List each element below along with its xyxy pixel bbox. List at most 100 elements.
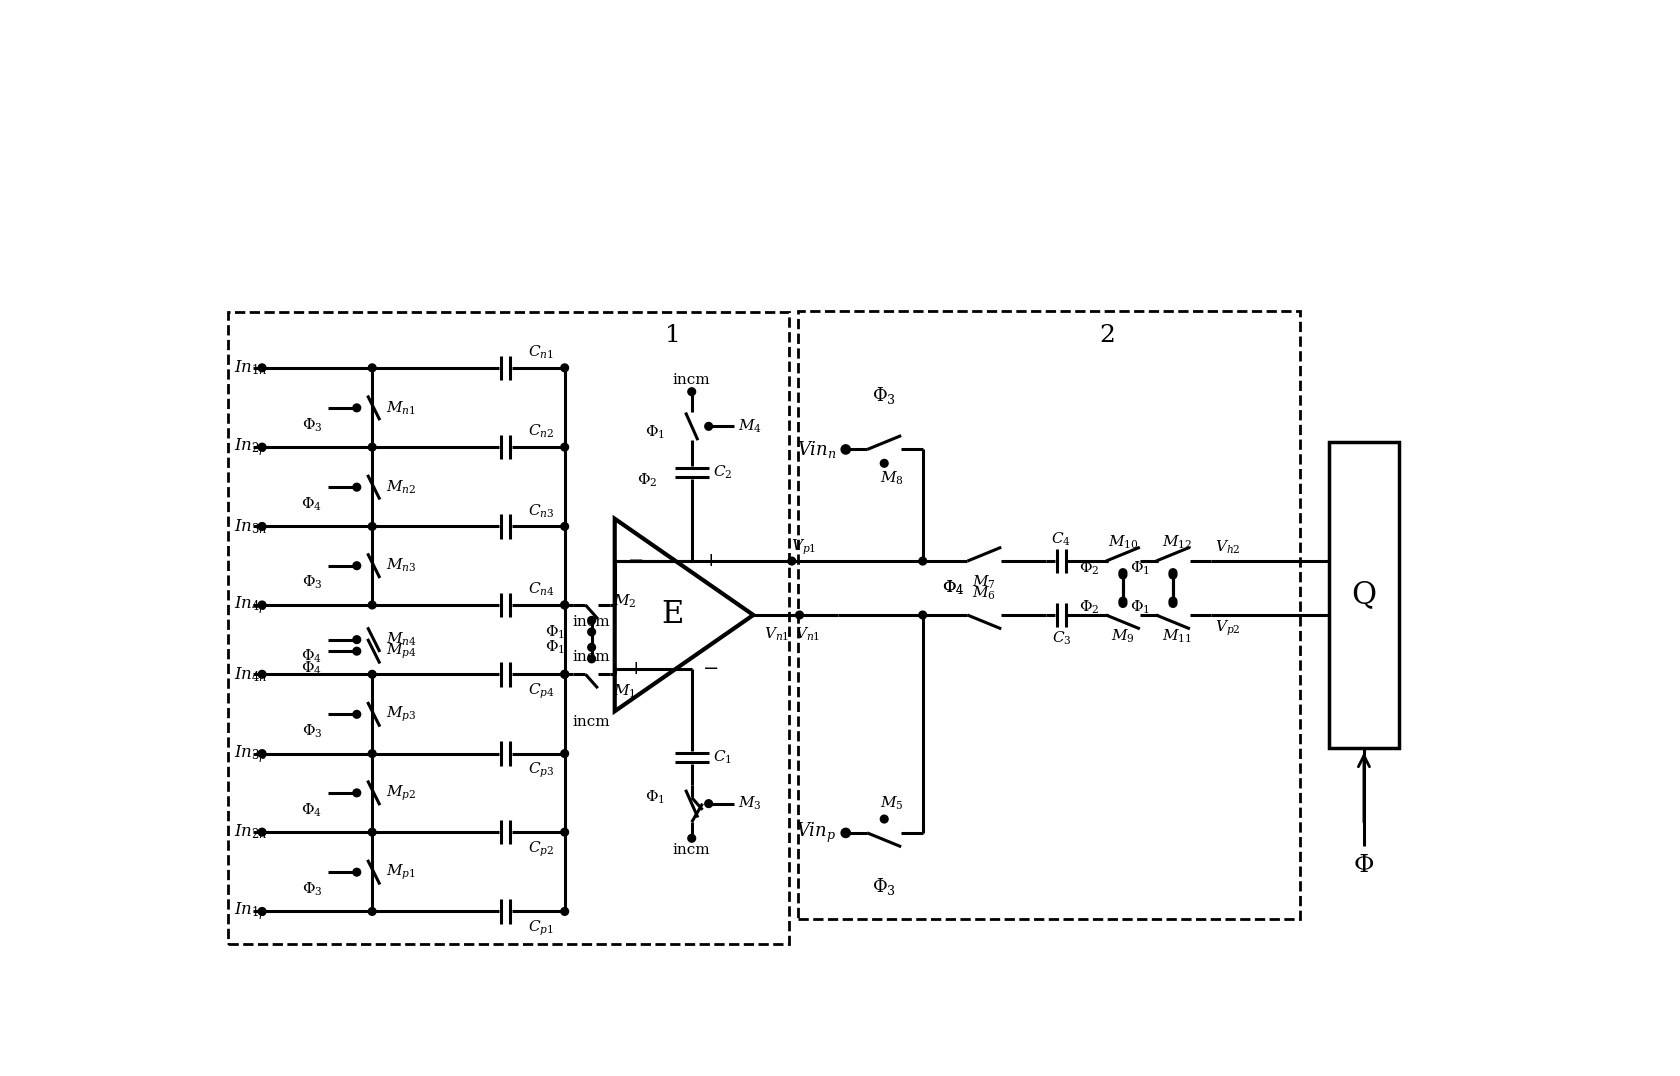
Circle shape <box>368 443 376 451</box>
Bar <box>228 312 788 944</box>
Text: $\Phi_4$: $\Phi_4$ <box>301 802 323 819</box>
Text: $In_{3p}$: $In_{3p}$ <box>234 742 267 765</box>
Circle shape <box>880 816 887 823</box>
Text: $\Phi_1$: $\Phi_1$ <box>544 623 564 640</box>
Text: −: − <box>628 552 643 570</box>
Text: $M_{p1}$: $M_{p1}$ <box>386 863 417 882</box>
Text: $In_{2n}$: $In_{2n}$ <box>234 823 267 841</box>
Text: $C_{p2}$: $C_{p2}$ <box>528 839 554 859</box>
Circle shape <box>919 611 926 619</box>
Text: $M_{n2}$: $M_{n2}$ <box>386 479 417 496</box>
Text: $In_{4n}$: $In_{4n}$ <box>234 665 267 683</box>
Text: $M_2$: $M_2$ <box>613 593 637 610</box>
Text: $\Phi_2$: $\Phi_2$ <box>1079 561 1099 578</box>
Text: $\Phi_1$: $\Phi_1$ <box>645 424 664 441</box>
Circle shape <box>1168 597 1176 605</box>
Circle shape <box>368 829 376 836</box>
Circle shape <box>1119 599 1126 607</box>
Circle shape <box>840 829 850 837</box>
Text: $\Phi_3$: $\Phi_3$ <box>301 574 323 592</box>
Text: $M_{p2}$: $M_{p2}$ <box>386 783 417 803</box>
Bar <box>1329 442 1398 748</box>
Circle shape <box>561 750 568 758</box>
Circle shape <box>259 364 265 371</box>
Text: incm: incm <box>672 373 711 387</box>
Circle shape <box>259 907 265 916</box>
Circle shape <box>353 483 361 491</box>
Circle shape <box>1168 571 1176 579</box>
Text: $M_8$: $M_8$ <box>879 470 904 487</box>
Text: $M_{10}$: $M_{10}$ <box>1107 533 1137 551</box>
Circle shape <box>1119 571 1126 579</box>
Text: $C_4$: $C_4$ <box>1050 530 1070 549</box>
Text: $Vin_n$: $Vin_n$ <box>796 439 837 459</box>
Circle shape <box>368 750 376 758</box>
Text: $In_{3n}$: $In_{3n}$ <box>234 518 267 536</box>
Text: $M_{11}$: $M_{11}$ <box>1161 628 1191 646</box>
Circle shape <box>561 829 568 836</box>
Text: $\Phi_4$: $\Phi_4$ <box>942 579 964 597</box>
Text: $\Phi_1$: $\Phi_1$ <box>1129 561 1149 578</box>
Circle shape <box>919 557 926 565</box>
Text: 1: 1 <box>664 324 680 346</box>
Text: $C_{p3}$: $C_{p3}$ <box>528 761 554 780</box>
Text: +: + <box>702 552 719 570</box>
Circle shape <box>588 655 595 663</box>
Circle shape <box>353 789 361 796</box>
Circle shape <box>368 601 376 609</box>
Circle shape <box>353 648 361 655</box>
Text: $In_{1p}$: $In_{1p}$ <box>234 901 267 922</box>
Circle shape <box>368 670 376 678</box>
Text: $M_{p4}$: $M_{p4}$ <box>386 641 417 661</box>
Circle shape <box>259 750 265 758</box>
Text: $C_2$: $C_2$ <box>712 464 732 481</box>
Text: $\Phi_1$: $\Phi_1$ <box>1129 598 1149 615</box>
Text: $M_5$: $M_5$ <box>880 795 904 812</box>
Text: $V_{p1}$: $V_{p1}$ <box>790 538 815 557</box>
Text: $M_{n1}$: $M_{n1}$ <box>386 399 417 416</box>
Text: $\Phi_4$: $\Phi_4$ <box>301 648 323 665</box>
Text: $C_{n2}$: $C_{n2}$ <box>528 423 554 440</box>
Text: $\Phi_3$: $\Phi_3$ <box>872 385 895 406</box>
Text: $V_{n1}$: $V_{n1}$ <box>763 625 788 643</box>
Text: $\Phi_3$: $\Phi_3$ <box>301 880 323 897</box>
Circle shape <box>704 799 712 807</box>
Circle shape <box>259 670 265 678</box>
Circle shape <box>561 364 568 371</box>
Text: −: − <box>702 660 719 678</box>
Text: $M_{12}$: $M_{12}$ <box>1161 533 1191 551</box>
Text: $C_1$: $C_1$ <box>712 749 732 766</box>
Circle shape <box>561 670 568 678</box>
Text: $C_{p1}$: $C_{p1}$ <box>528 919 554 938</box>
Text: incm: incm <box>573 614 610 628</box>
Text: $In_{4p}$: $In_{4p}$ <box>234 594 267 615</box>
Circle shape <box>840 444 850 454</box>
Circle shape <box>880 459 887 467</box>
Circle shape <box>704 423 712 430</box>
Circle shape <box>795 611 803 619</box>
Text: $\Phi_2$: $\Phi_2$ <box>1079 598 1099 615</box>
Circle shape <box>561 907 568 916</box>
Circle shape <box>353 562 361 569</box>
Circle shape <box>368 907 376 916</box>
Circle shape <box>588 617 595 624</box>
Circle shape <box>1168 569 1176 577</box>
Text: $\Phi$: $\Phi$ <box>1352 853 1374 877</box>
Circle shape <box>588 643 595 651</box>
Bar <box>798 311 1299 919</box>
Text: $In_{1n}$: $In_{1n}$ <box>234 358 267 378</box>
Circle shape <box>687 387 696 396</box>
Text: $C_{n4}$: $C_{n4}$ <box>528 581 554 598</box>
Text: $M_{p3}$: $M_{p3}$ <box>386 705 417 724</box>
Circle shape <box>353 710 361 718</box>
Circle shape <box>1119 569 1126 577</box>
Circle shape <box>1168 599 1176 607</box>
Circle shape <box>259 601 265 609</box>
Circle shape <box>353 636 361 643</box>
Text: $C_{p4}$: $C_{p4}$ <box>528 681 554 700</box>
Text: $V_{h2}$: $V_{h2}$ <box>1215 538 1240 556</box>
Circle shape <box>368 523 376 530</box>
Text: $In_{2p}$: $In_{2p}$ <box>234 436 267 458</box>
Text: $M_3$: $M_3$ <box>738 795 761 812</box>
Circle shape <box>353 404 361 412</box>
